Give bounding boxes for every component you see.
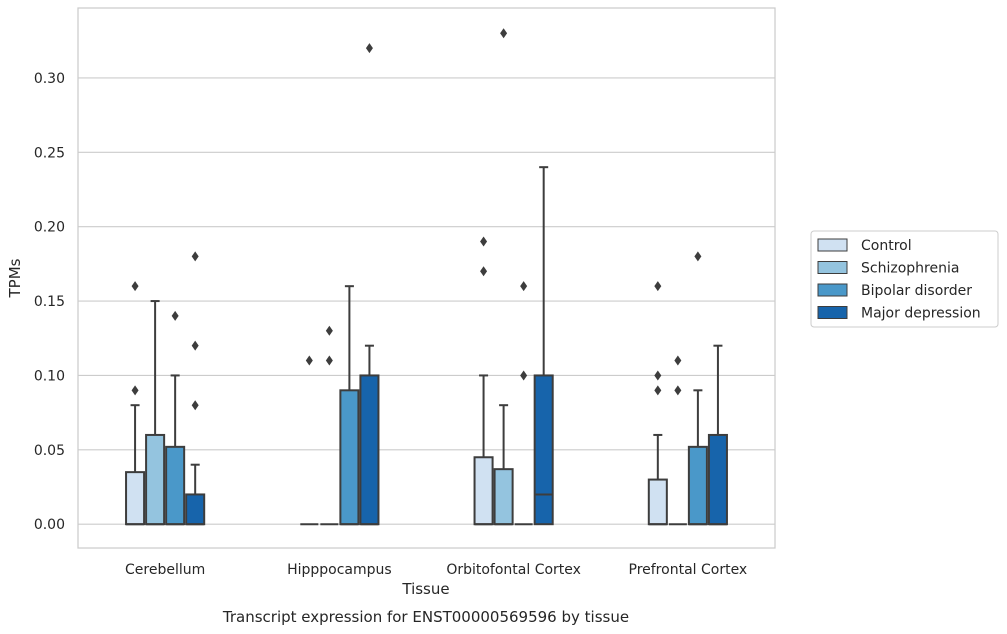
outlier-point	[480, 266, 488, 277]
box-prefrontal-cortex-major-depression	[707, 344, 728, 526]
y-tick-label: 0.05	[34, 443, 65, 459]
legend: Control Schizophrenia Bipolar disorder Majo…	[810, 230, 999, 328]
legend-swatch	[817, 306, 848, 319]
box-hipppocampus-major-depression	[359, 43, 380, 526]
box-orbitofontal-cortex-bipolar-disorder	[514, 281, 533, 526]
legend-label: Major depression	[861, 306, 981, 322]
x-axis-label: Tissue	[401, 580, 449, 598]
box-hipppocampus-control	[300, 355, 319, 526]
box-body	[185, 493, 206, 526]
x-tick-labels: Cerebellum Hipppocampus Orbitofontal Corte…	[125, 562, 747, 578]
outlier-point	[131, 385, 139, 396]
outlier-point	[674, 355, 682, 366]
box-prefrontal-cortex-control	[647, 281, 668, 526]
outlier-point	[171, 310, 179, 321]
box-body	[647, 478, 668, 526]
outlier-point	[654, 370, 662, 381]
box-body	[165, 445, 186, 526]
gridlines	[78, 77, 775, 525]
box-body	[493, 468, 514, 526]
x-tick-label: Cerebellum	[125, 562, 205, 578]
y-axis-label: TPMs	[6, 258, 24, 298]
box-orbitofontal-cortex-schizophrenia	[493, 28, 514, 526]
y-tick-label: 0.25	[34, 145, 65, 161]
y-tick-label: 0.15	[34, 294, 65, 310]
legend-swatch	[817, 283, 848, 297]
outlier-point	[674, 385, 682, 396]
outlier-point	[500, 28, 508, 39]
legend-label: Control	[861, 238, 912, 254]
box-body	[125, 471, 146, 526]
outlier-point	[191, 340, 199, 351]
legend-item-control: Control	[817, 238, 912, 254]
legend-label: Bipolar disorder	[861, 283, 972, 299]
y-tick-label: 0.00	[34, 517, 65, 533]
box-cerebellum-bipolar-disorder	[165, 310, 186, 526]
legend-box	[810, 230, 999, 328]
outlier-point	[654, 281, 662, 292]
box-body	[359, 374, 380, 526]
y-tick-label: 0.30	[34, 71, 65, 87]
outlier-point	[520, 281, 528, 292]
outlier-point	[191, 251, 199, 262]
legend-swatch	[817, 261, 848, 274]
box-hipppocampus-bipolar-disorder	[339, 285, 360, 526]
outlier-point	[131, 281, 139, 292]
legend-item-major-depression: Major depression	[817, 306, 981, 322]
outlier-point	[480, 236, 488, 247]
box-cerebellum-schizophrenia	[145, 300, 166, 526]
outlier-point	[654, 385, 662, 396]
outlier-point	[694, 251, 702, 262]
box-body	[533, 374, 554, 526]
box-hipppocampus-schizophrenia	[320, 325, 339, 526]
box-body	[339, 389, 360, 526]
box-body	[145, 433, 166, 526]
legend-item-bipolar-disorder: Bipolar disorder	[817, 283, 972, 299]
box-orbitofontal-cortex-major-depression	[533, 166, 554, 526]
outlier-point	[365, 43, 373, 54]
box-prefrontal-cortex-bipolar-disorder	[687, 251, 708, 526]
outlier-point	[325, 355, 333, 366]
box-body	[473, 456, 494, 526]
outlier-point	[191, 400, 199, 411]
legend-label: Schizophrenia	[861, 261, 959, 277]
x-tick-label: Hipppocampus	[287, 562, 392, 578]
plot-frame	[77, 7, 776, 549]
y-tick-label: 0.20	[34, 220, 65, 236]
x-tick-label: Orbitofontal Cortex	[446, 562, 581, 578]
box-cerebellum-major-depression	[185, 251, 206, 526]
box-orbitofontal-cortex-control	[473, 236, 494, 526]
y-tick-label: 0.10	[34, 368, 65, 384]
outlier-point	[305, 355, 313, 366]
chart-caption: Transcript expression for ENST0000056959…	[222, 608, 629, 626]
legend-swatch	[817, 238, 848, 252]
legend-item-schizophrenia: Schizophrenia	[817, 261, 959, 277]
y-tick-labels: 0.00 0.05 0.10 0.15 0.20 0.25 0.30	[34, 71, 65, 533]
box-groups	[125, 28, 728, 526]
box-cerebellum-control	[125, 281, 146, 526]
box-body	[687, 445, 708, 526]
x-tick-label: Prefrontal Cortex	[629, 562, 748, 578]
box-prefrontal-cortex-schizophrenia	[668, 355, 687, 526]
outlier-point	[325, 325, 333, 336]
outlier-point	[520, 370, 528, 381]
box-body	[707, 433, 728, 526]
